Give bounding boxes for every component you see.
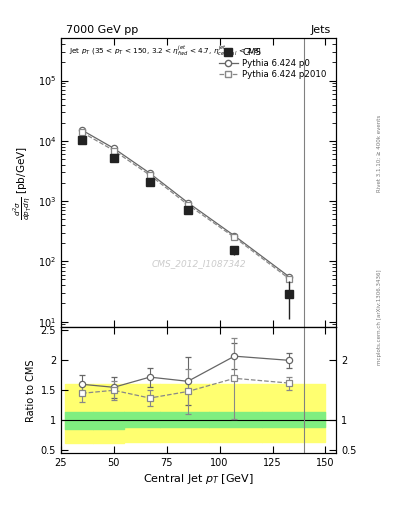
Y-axis label: $\frac{d^2\sigma}{dp_T d\eta}$ [pb/GeV]: $\frac{d^2\sigma}{dp_T d\eta}$ [pb/GeV] (13, 146, 33, 220)
Text: mcplots.cern.ch [arXiv:1306.3436]: mcplots.cern.ch [arXiv:1306.3436] (377, 270, 382, 365)
X-axis label: Central Jet $p_T$ [GeV]: Central Jet $p_T$ [GeV] (143, 472, 254, 486)
Text: CMS_2012_I1087342: CMS_2012_I1087342 (151, 260, 246, 268)
Y-axis label: Ratio to CMS: Ratio to CMS (26, 359, 37, 421)
Legend: CMS, Pythia 6.424 p0, Pythia 6.424 p2010: CMS, Pythia 6.424 p0, Pythia 6.424 p2010 (216, 46, 329, 82)
Text: Jets: Jets (310, 25, 331, 35)
Text: Jet $p_T$ (35 < $p_T$ < 150, 3.2 < $\eta^{jet}_{fwd}$ < 4.7, $\eta^{jet}_{centra: Jet $p_T$ (35 < $p_T$ < 150, 3.2 < $\eta… (69, 44, 262, 58)
Text: 7000 GeV pp: 7000 GeV pp (66, 25, 139, 35)
Text: Rivet 3.1.10; ≥ 400k events: Rivet 3.1.10; ≥ 400k events (377, 115, 382, 192)
